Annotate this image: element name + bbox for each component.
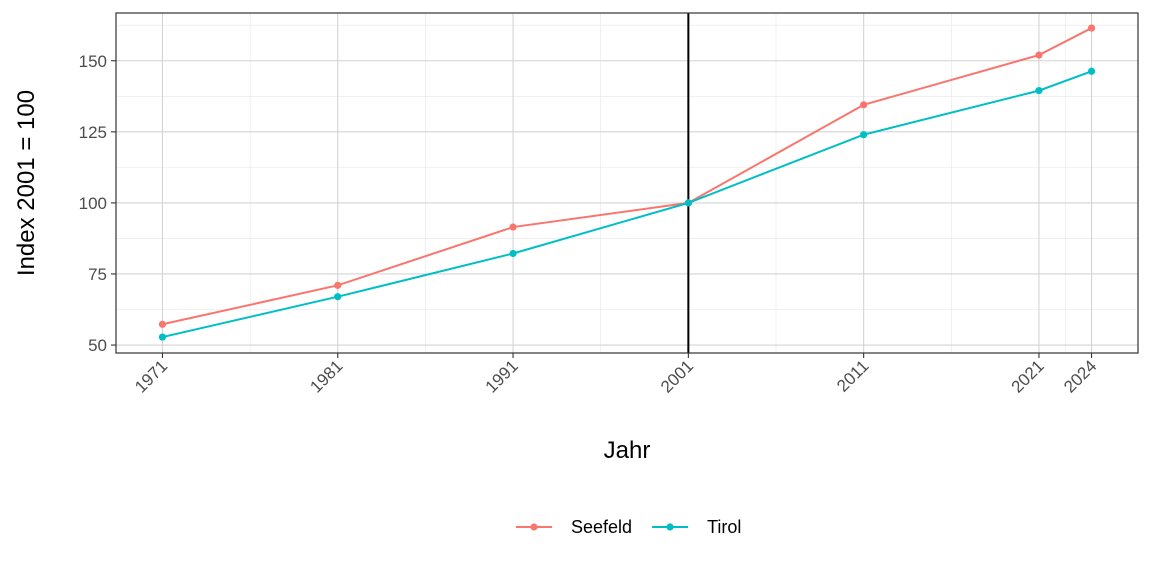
x-tick-label: 2001 xyxy=(657,356,697,396)
data-point-tirol xyxy=(860,131,868,139)
legend-key-point-tirol xyxy=(666,523,674,531)
x-axis-title: Jahr xyxy=(604,437,651,464)
y-axis-title: Index 2001 = 100 xyxy=(13,90,40,276)
x-tick-label: 1971 xyxy=(131,356,171,396)
major-gridlines xyxy=(116,13,1138,353)
data-point-tirol xyxy=(1035,87,1043,95)
x-axis: 1971 1981 1991 2001 2011 2021 2024 xyxy=(131,353,1100,397)
legend-label-tirol: Tirol xyxy=(707,517,741,537)
x-tick-label: 1981 xyxy=(306,356,346,396)
y-tick-label: 50 xyxy=(88,336,107,355)
minor-gridlines xyxy=(116,13,1138,353)
data-point-seefeld xyxy=(1087,24,1096,32)
series-layer xyxy=(158,24,1096,341)
y-tick-label: 125 xyxy=(79,123,107,142)
legend-key-point-seefeld xyxy=(530,523,538,531)
x-tick-label: 1991 xyxy=(482,356,522,396)
y-axis: 50 75 100 125 150 xyxy=(79,52,116,355)
data-point-tirol xyxy=(684,199,692,207)
x-tick-label: 2021 xyxy=(1008,356,1048,396)
data-point-tirol xyxy=(334,293,342,301)
data-point-seefeld xyxy=(509,223,517,231)
data-point-tirol xyxy=(1087,67,1096,75)
y-tick-label: 75 xyxy=(88,265,107,284)
x-tick-label: 2011 xyxy=(833,356,872,395)
series-line-seefeld xyxy=(162,27,1093,326)
data-point-seefeld xyxy=(1035,51,1043,59)
x-tick-label: 2024 xyxy=(1060,356,1100,396)
series-line-tirol xyxy=(162,70,1092,339)
data-point-seefeld xyxy=(860,101,868,109)
y-tick-label: 100 xyxy=(79,194,107,213)
legend-label-seefeld: Seefeld xyxy=(571,517,632,537)
data-point-tirol xyxy=(509,249,517,258)
data-point-seefeld xyxy=(334,281,342,289)
data-point-tirol xyxy=(158,333,167,341)
data-point-seefeld xyxy=(158,320,167,328)
panel-border xyxy=(115,12,1139,354)
legend: Seefeld Tirol xyxy=(516,517,741,537)
y-tick-label: 150 xyxy=(79,52,107,71)
